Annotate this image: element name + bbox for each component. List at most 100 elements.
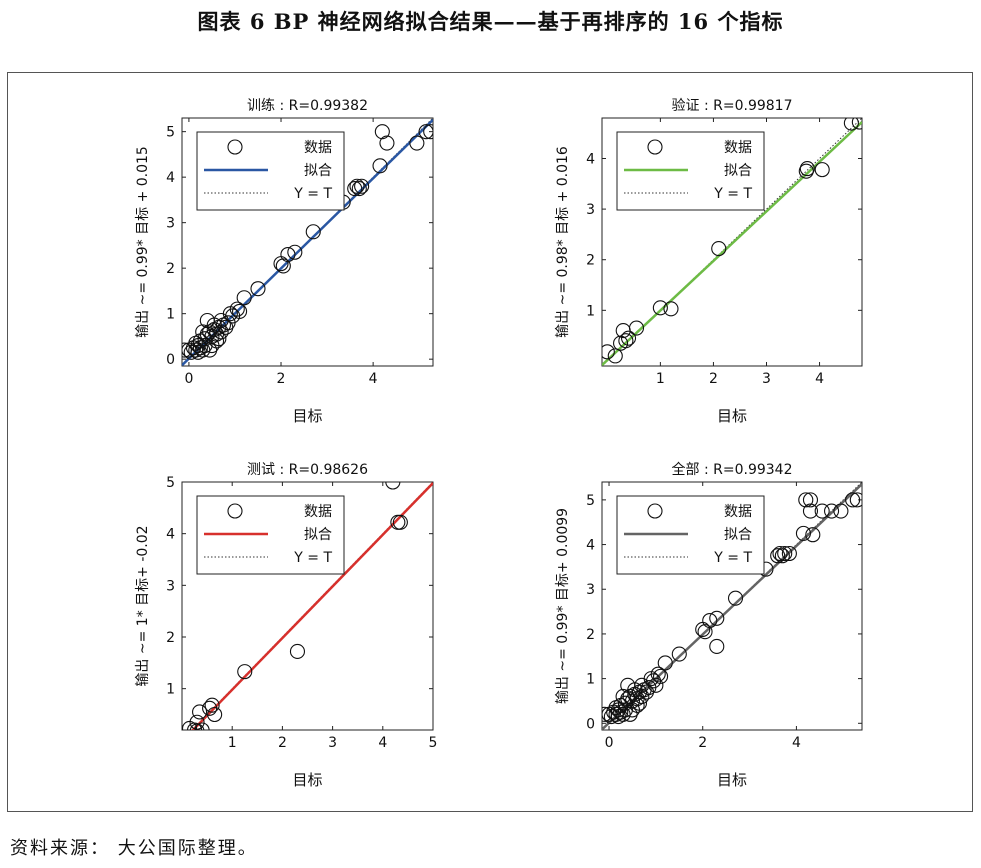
y-tick-label: 4 xyxy=(586,151,595,167)
legend-label: Y = T xyxy=(713,550,752,566)
data-point xyxy=(711,241,727,257)
data-point xyxy=(798,163,814,179)
data-point xyxy=(189,723,205,730)
fit-line xyxy=(191,482,433,730)
y-tick-label: 5 xyxy=(166,125,175,141)
data-point xyxy=(833,503,849,519)
data-point xyxy=(608,700,624,716)
data-point xyxy=(236,290,252,306)
y-axis-label: 输出 ~= 0.98* 目标 + 0.016 xyxy=(555,146,571,338)
y-tick-label: 3 xyxy=(586,202,595,218)
data-point xyxy=(702,612,718,629)
data-point xyxy=(814,162,830,178)
x-axis-label: 目标 xyxy=(292,407,322,425)
y-tick-label: 2 xyxy=(166,261,175,277)
data-point xyxy=(211,331,227,347)
chart-1: 训练 : R=0.99382 0 2 4 0 1 2 3 4 5 目标 输出 ~= 0.99* 目标 … xyxy=(135,98,434,425)
chart-3: 测试 : R=0.98626 1 2 3 4 5 1 2 3 4 5 目标 输出 ~= 1* 目标+ -… xyxy=(135,462,437,789)
data-point xyxy=(613,704,629,720)
y-axis-label: 输出 ~= 0.99* 目标 + 0.015 xyxy=(135,146,151,338)
data-point xyxy=(349,178,365,194)
y-tick-label: 0 xyxy=(166,352,175,368)
data-point xyxy=(709,610,725,626)
data-point xyxy=(772,545,788,562)
fit-line xyxy=(182,118,433,366)
data-point xyxy=(622,706,638,722)
data-point xyxy=(653,668,669,684)
x-tick-label: 4 xyxy=(792,735,801,751)
data-point xyxy=(802,492,819,508)
figure-title: 图表 6 BP 神经网络拟合结果——基于再排序的 16 个指标 xyxy=(197,9,784,34)
y-axis-label: 输出 ~= 0.99* 目标+ 0.0099 xyxy=(555,508,571,704)
y-tick-label: 4 xyxy=(586,538,595,554)
legend-label: 数据 xyxy=(724,140,752,156)
data-point xyxy=(795,525,811,541)
legend-label: 数据 xyxy=(304,140,332,156)
x-tick-label: 0 xyxy=(605,735,614,751)
x-tick-label: 4 xyxy=(815,371,824,387)
data-point xyxy=(777,545,793,562)
data-point xyxy=(805,527,821,543)
plot-content xyxy=(602,482,862,730)
data-point xyxy=(602,344,615,360)
legend-marker-data xyxy=(227,139,243,155)
data-point xyxy=(207,706,223,723)
y-tick-label: 5 xyxy=(166,475,175,491)
data-point xyxy=(770,548,786,564)
data-point xyxy=(250,281,266,297)
legend-label: Y = T xyxy=(293,186,332,202)
data-point xyxy=(187,722,203,730)
data-point xyxy=(423,124,433,140)
x-tick-label: 1 xyxy=(228,735,237,751)
legend-marker-data xyxy=(227,503,243,519)
plot-content xyxy=(182,118,433,366)
data-point xyxy=(188,335,204,351)
figure-frame xyxy=(7,72,973,812)
x-tick-label: 2 xyxy=(709,371,718,387)
data-point xyxy=(843,118,859,131)
x-tick-label: 5 xyxy=(429,735,438,751)
data-point xyxy=(697,624,713,640)
data-point xyxy=(222,306,238,322)
data-point xyxy=(663,301,679,317)
data-point xyxy=(287,244,303,260)
data-point xyxy=(237,664,253,680)
data-point xyxy=(657,655,673,671)
data-point xyxy=(628,320,645,336)
x-axis-label: 目标 xyxy=(717,771,747,789)
data-point xyxy=(305,224,321,240)
legend-label: 拟合 xyxy=(724,163,752,179)
x-tick-label: 1 xyxy=(656,371,665,387)
data-point xyxy=(354,178,370,194)
data-point xyxy=(409,135,425,151)
data-point xyxy=(631,695,648,711)
x-axis-label: 目标 xyxy=(717,407,747,425)
data-point xyxy=(385,482,401,490)
legend-label: Y = T xyxy=(293,550,332,566)
plot-content xyxy=(602,118,862,366)
data-point xyxy=(374,124,390,140)
data-point xyxy=(372,158,388,174)
data-point xyxy=(671,646,687,662)
y-tick-label: 1 xyxy=(586,303,595,319)
data-point xyxy=(845,492,861,508)
data-point xyxy=(202,342,218,358)
y-axis-label: 输出 ~= 1* 目标+ -0.02 xyxy=(135,525,151,686)
source-note: 资料来源： 大公国际整理。 xyxy=(10,838,258,859)
data-point xyxy=(851,118,862,130)
legend-label: 数据 xyxy=(304,504,332,520)
y-tick-label: 2 xyxy=(586,253,595,269)
legend-marker-data xyxy=(647,503,663,519)
y-tick-label: 1 xyxy=(586,672,595,688)
data-point xyxy=(799,161,815,177)
x-tick-label: 2 xyxy=(278,735,287,751)
data-point xyxy=(204,697,220,713)
data-point xyxy=(289,643,306,660)
data-point xyxy=(781,545,797,562)
data-point xyxy=(607,348,623,364)
y-tick-label: 4 xyxy=(166,527,175,543)
y-tick-label: 3 xyxy=(166,578,175,594)
legend-label: 拟合 xyxy=(304,527,332,543)
y-tick-label: 1 xyxy=(166,682,175,698)
